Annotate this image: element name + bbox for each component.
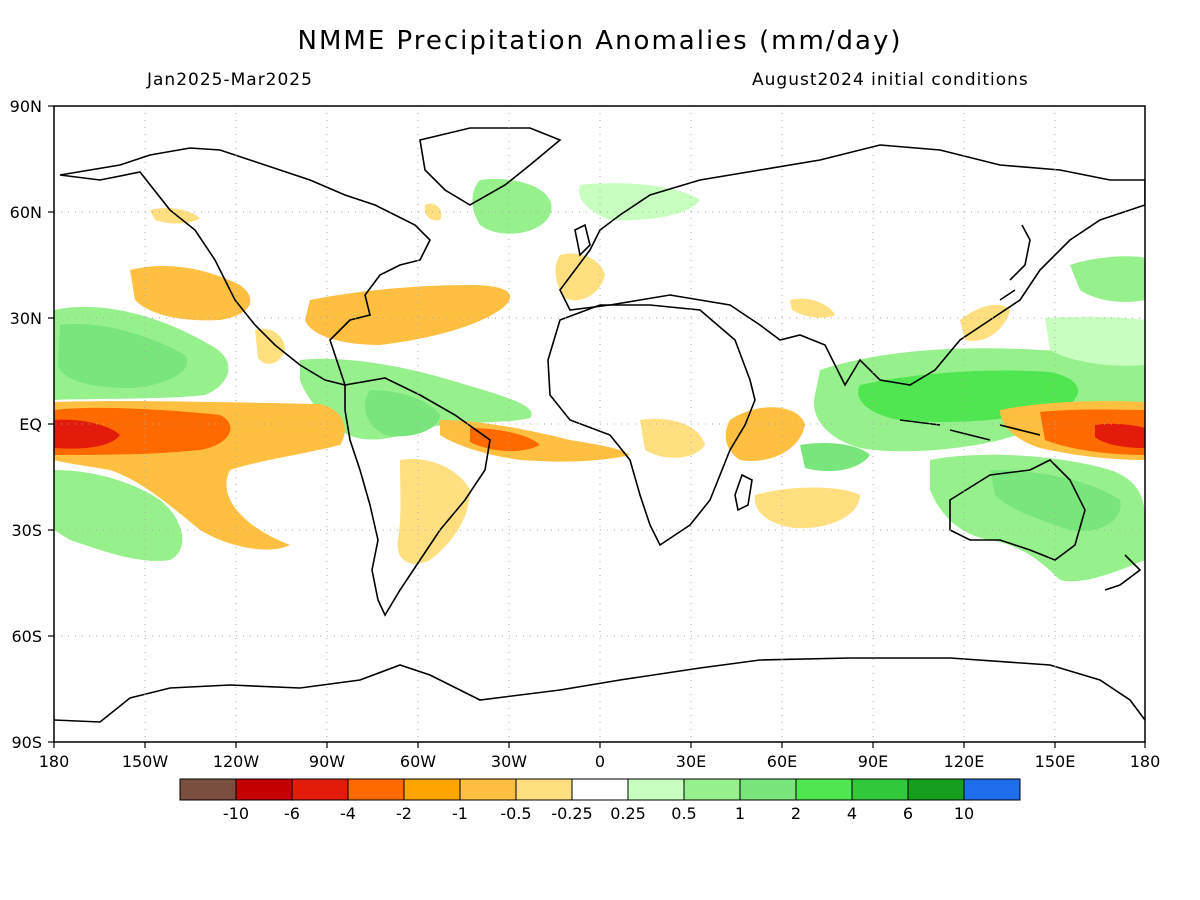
colorbar-label: -6 — [284, 804, 300, 823]
colorbar-label: 0.25 — [610, 804, 646, 823]
wet-region-west-pacific-north — [1070, 256, 1145, 302]
eurasia-outline — [559, 144, 1145, 387]
wet-region-north-pacific-core — [58, 324, 188, 388]
dry-region-alaska — [150, 207, 200, 224]
lon-label: 30W — [491, 752, 527, 771]
wet-region-pacific-north-upper — [1045, 316, 1145, 366]
colorbar-label: -10 — [223, 804, 249, 823]
dry-region-arabian-sea — [790, 298, 835, 318]
lon-label: 60W — [400, 752, 436, 771]
dry-region-north-pacific-subtropics — [130, 265, 251, 321]
colorbar-label: 4 — [847, 804, 857, 823]
colorbar-swatch — [907, 778, 965, 801]
colorbar-swatch — [179, 778, 237, 801]
axis-ticks — [48, 105, 1146, 748]
lon-label: 90W — [309, 752, 345, 771]
wet-region-amazon-core — [365, 390, 440, 437]
lon-label: 120W — [213, 752, 260, 771]
colorbar-label: 0.5 — [671, 804, 696, 823]
colorbar-swatch — [571, 778, 629, 801]
colorbar-label: -0.25 — [551, 804, 592, 823]
lat-label: EQ — [19, 415, 42, 434]
initial-conditions: August2024 initial conditions — [752, 70, 1029, 90]
dry-region-equatorial-pacific-max — [54, 419, 120, 449]
colorbar-label: -0.5 — [500, 804, 531, 823]
lon-label: 150W — [122, 752, 169, 771]
forecast-period: Jan2025-Mar2025 — [147, 70, 313, 90]
lon-label: 180 — [39, 752, 70, 771]
lat-label: 90S — [11, 733, 42, 752]
coastlines — [54, 127, 1145, 723]
north-america-outline — [59, 147, 431, 387]
colorbar-swatch — [235, 778, 293, 801]
lon-label: 120E — [944, 752, 985, 771]
lat-label: 60N — [10, 203, 42, 222]
colorbar-swatch — [347, 778, 405, 801]
colorbar-swatch — [739, 778, 797, 801]
colorbar-swatch — [851, 778, 909, 801]
greenland-outline — [419, 127, 562, 206]
lat-label: 30S — [11, 521, 42, 540]
wet-region-north-atlantic-high — [472, 179, 552, 234]
japan-outline — [999, 224, 1031, 301]
dry-region-atlantic-equatorial-core — [470, 428, 540, 452]
australia-outline — [949, 459, 1086, 561]
lat-label: 60S — [11, 627, 42, 646]
colorbar-label: -4 — [340, 804, 356, 823]
graticule — [54, 106, 1145, 742]
madagascar-outline — [734, 473, 753, 512]
wet-region-southern-indian — [800, 443, 870, 472]
lon-label: 30E — [676, 752, 706, 771]
dry-region-north-atlantic-subtropics — [305, 285, 510, 345]
colorbar-swatch — [403, 778, 461, 801]
africa-outline — [547, 304, 756, 547]
dry-region-mexico — [255, 328, 285, 364]
colorbar-swatch — [683, 778, 741, 801]
longitude-labels: 180 150W 120W 90W 60W 30W 0 30E 60E 90E … — [39, 752, 1161, 771]
colorbar-label: 2 — [791, 804, 801, 823]
colorbar-labels: -10 -6 -4 -2 -1 -0.5 -0.25 0.25 0.5 1 2 4 6 10 — [223, 804, 974, 823]
dry-region-west-pacific-max — [1095, 423, 1145, 448]
colorbar-label: -2 — [396, 804, 412, 823]
latitude-labels: 90N 60N 30N EQ 30S 60S 90S — [10, 97, 42, 752]
lon-label: 0 — [595, 752, 605, 771]
indonesia-outline — [899, 419, 1041, 441]
lon-label: 150E — [1035, 752, 1076, 771]
colorbar — [179, 778, 1021, 801]
colorbar-label: 10 — [954, 804, 974, 823]
colorbar-swatch — [459, 778, 517, 801]
wet-region-australia-core — [990, 470, 1121, 531]
map-title: NMME Precipitation Anomalies (mm/day) — [297, 26, 903, 56]
dry-region-iberia — [555, 253, 605, 301]
dry-region-south-indian — [754, 487, 860, 529]
lat-label: 30N — [10, 309, 42, 328]
colorbar-swatch — [291, 778, 349, 801]
antarctica-outline — [54, 657, 1145, 723]
new-zealand-outline — [1104, 554, 1142, 591]
lon-label: 90E — [858, 752, 888, 771]
british-isles-outline — [574, 223, 591, 257]
dry-region-atlantic-equatorial — [440, 420, 630, 462]
colorbar-swatch — [795, 778, 853, 801]
dry-anomalies — [54, 203, 1145, 564]
colorbar-swatch — [963, 778, 1021, 801]
colorbar-label: 1 — [735, 804, 745, 823]
south-america-outline — [344, 377, 491, 617]
dry-region-south-america — [397, 459, 470, 564]
colorbar-label: 6 — [903, 804, 913, 823]
wet-region-south-pacific — [54, 470, 183, 561]
dry-region-east-africa-indian — [725, 407, 805, 461]
lat-label: 90N — [10, 97, 42, 116]
colorbar-label: -1 — [452, 804, 468, 823]
lon-label: 180 — [1130, 752, 1161, 771]
colorbar-swatch — [515, 778, 573, 801]
dry-region-central-africa — [640, 418, 705, 458]
colorbar-swatch — [627, 778, 685, 801]
lon-label: 60E — [767, 752, 797, 771]
